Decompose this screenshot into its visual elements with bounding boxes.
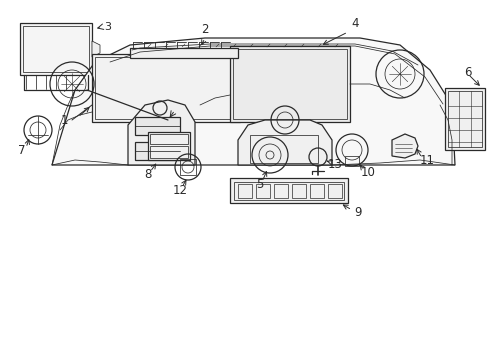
- Bar: [250, 135, 318, 163]
- Text: 8: 8: [145, 167, 152, 180]
- Bar: [230, 46, 350, 122]
- Bar: [345, 156, 359, 166]
- Text: 6: 6: [464, 66, 472, 78]
- Bar: [238, 184, 252, 198]
- Bar: [328, 184, 342, 198]
- Polygon shape: [392, 134, 418, 158]
- Text: 3: 3: [104, 22, 111, 32]
- Bar: [310, 184, 324, 198]
- Text: 13: 13: [328, 158, 343, 171]
- Text: 11: 11: [420, 153, 435, 166]
- Bar: [92, 54, 240, 122]
- Bar: [180, 159, 196, 175]
- Bar: [135, 142, 180, 160]
- Bar: [135, 117, 180, 135]
- Text: 10: 10: [361, 166, 375, 179]
- Text: 4: 4: [351, 17, 359, 30]
- Bar: [95, 57, 237, 119]
- Polygon shape: [238, 120, 332, 165]
- Bar: [130, 48, 238, 58]
- Text: 1: 1: [60, 113, 68, 126]
- Bar: [234, 182, 344, 200]
- Text: 9: 9: [354, 206, 362, 219]
- Text: 2: 2: [201, 23, 209, 36]
- Bar: [292, 184, 306, 198]
- Bar: [233, 49, 347, 119]
- Polygon shape: [128, 100, 195, 165]
- Bar: [448, 91, 482, 147]
- Polygon shape: [52, 38, 455, 165]
- Text: 7: 7: [18, 144, 26, 157]
- Bar: [230, 178, 348, 203]
- Bar: [445, 88, 485, 150]
- Bar: [150, 134, 188, 144]
- Bar: [150, 146, 188, 158]
- Bar: [23, 26, 89, 72]
- Bar: [20, 23, 92, 75]
- Text: 12: 12: [172, 184, 188, 197]
- Text: 5: 5: [256, 179, 264, 192]
- Polygon shape: [92, 41, 100, 57]
- Bar: [148, 132, 190, 160]
- Bar: [274, 184, 288, 198]
- Bar: [256, 184, 270, 198]
